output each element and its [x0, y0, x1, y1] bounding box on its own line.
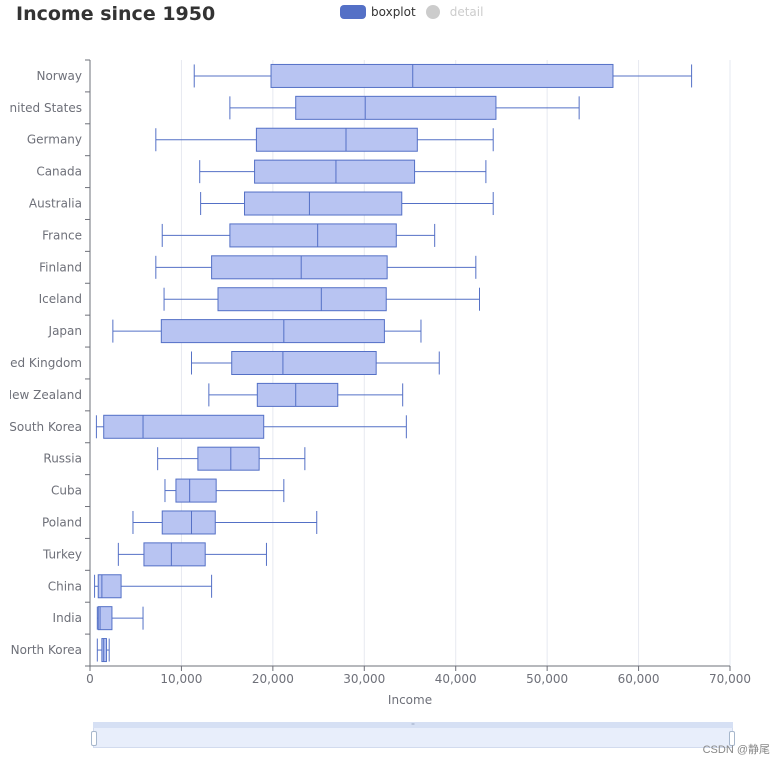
y-category-label: ed Kingdom — [10, 356, 82, 370]
x-axis-name: Income — [388, 693, 432, 707]
data-zoom-grip-icon[interactable]: = — [411, 722, 415, 728]
y-category-label: Jnited States — [5, 101, 82, 115]
y-category-label: India — [53, 611, 82, 625]
box-iqr — [255, 127, 418, 152]
y-category-label: Poland — [42, 515, 82, 529]
legend: boxplot detail — [340, 5, 493, 19]
box-iqr — [211, 255, 388, 280]
box-south-korea — [95, 414, 407, 439]
x-tick-label: 0 — [86, 672, 94, 686]
box-iqr — [160, 319, 385, 344]
x-tick-label: 10,000 — [160, 672, 202, 686]
box-north-korea — [96, 638, 110, 663]
x-tick-label: 50,000 — [526, 672, 568, 686]
data-zoom-end-handle[interactable] — [729, 731, 735, 746]
box-iqr — [256, 382, 339, 407]
box-iceland — [163, 287, 480, 312]
y-category-label: Finland — [39, 260, 82, 274]
box-turkey — [117, 542, 267, 567]
data-zoom-slider[interactable]: = — [91, 722, 735, 748]
box-iqr — [270, 63, 614, 88]
y-category-label: South Korea — [9, 420, 82, 434]
box-iqr — [254, 159, 416, 184]
y-category-label: Canada — [36, 165, 82, 179]
box-united-kingdom — [190, 351, 440, 375]
box-iqr — [244, 191, 403, 216]
y-category-label: Australia — [29, 197, 82, 211]
box-iqr — [175, 478, 217, 503]
box-russia — [157, 446, 306, 471]
box-norway — [193, 63, 693, 88]
box-iqr — [197, 446, 260, 471]
x-tick-label: 60,000 — [618, 672, 660, 686]
box-japan — [112, 319, 422, 344]
y-category-label: China — [48, 579, 82, 593]
box-cuba — [164, 478, 285, 503]
box-new-zealand — [208, 382, 404, 407]
box-iqr — [229, 223, 397, 248]
box-iqr — [295, 95, 497, 120]
legend-label-boxplot: boxplot — [371, 5, 416, 19]
box-iqr — [143, 542, 206, 567]
y-category-label: Cuba — [51, 484, 82, 498]
box-united-states — [229, 95, 580, 120]
legend-swatch-boxplot — [340, 5, 366, 19]
boxplot-chart: 0 10,000 20,000 30,000 40,000 50,000 60,000 70,… — [3, 59, 751, 707]
y-category-label: New Zealand — [3, 388, 82, 402]
y-category-label: France — [42, 228, 82, 242]
box-iqr — [97, 574, 122, 599]
legend-item-detail[interactable]: detail — [425, 5, 484, 19]
box-iqr — [217, 287, 387, 312]
box-iqr — [161, 510, 216, 535]
box-china — [94, 574, 213, 599]
data-zoom-start-handle[interactable] — [91, 731, 97, 746]
box-finland — [155, 255, 477, 280]
data-zoom-move-bar[interactable] — [93, 722, 733, 728]
box-germany — [155, 127, 494, 152]
y-category-label: Norway — [36, 69, 82, 83]
chart-title: Income since 1950 — [16, 3, 216, 25]
y-category-label: Germany — [27, 133, 82, 147]
box-iqr — [231, 351, 377, 375]
box-india — [96, 606, 144, 631]
x-tick-label: 70,000 — [709, 672, 751, 686]
y-category-label: Japan — [48, 324, 82, 338]
x-tick-label: 40,000 — [435, 672, 477, 686]
box-iqr — [97, 606, 113, 631]
y-category-label: North Korea — [11, 643, 82, 657]
box-australia — [200, 191, 494, 216]
box-poland — [132, 510, 318, 535]
y-category-label: Russia — [43, 452, 82, 466]
y-category-label: Iceland — [39, 292, 82, 306]
box-iqr — [103, 414, 265, 439]
x-tick-label: 30,000 — [343, 672, 385, 686]
box-canada — [199, 159, 487, 184]
legend-item-boxplot[interactable]: boxplot — [340, 5, 416, 19]
box-france — [161, 223, 436, 248]
x-tick-label: 20,000 — [252, 672, 294, 686]
legend-label-detail: detail — [449, 5, 484, 19]
y-category-label: Turkey — [42, 547, 82, 561]
legend-swatch-detail — [425, 5, 440, 19]
watermark: CSDN @静尾 — [702, 744, 770, 756]
